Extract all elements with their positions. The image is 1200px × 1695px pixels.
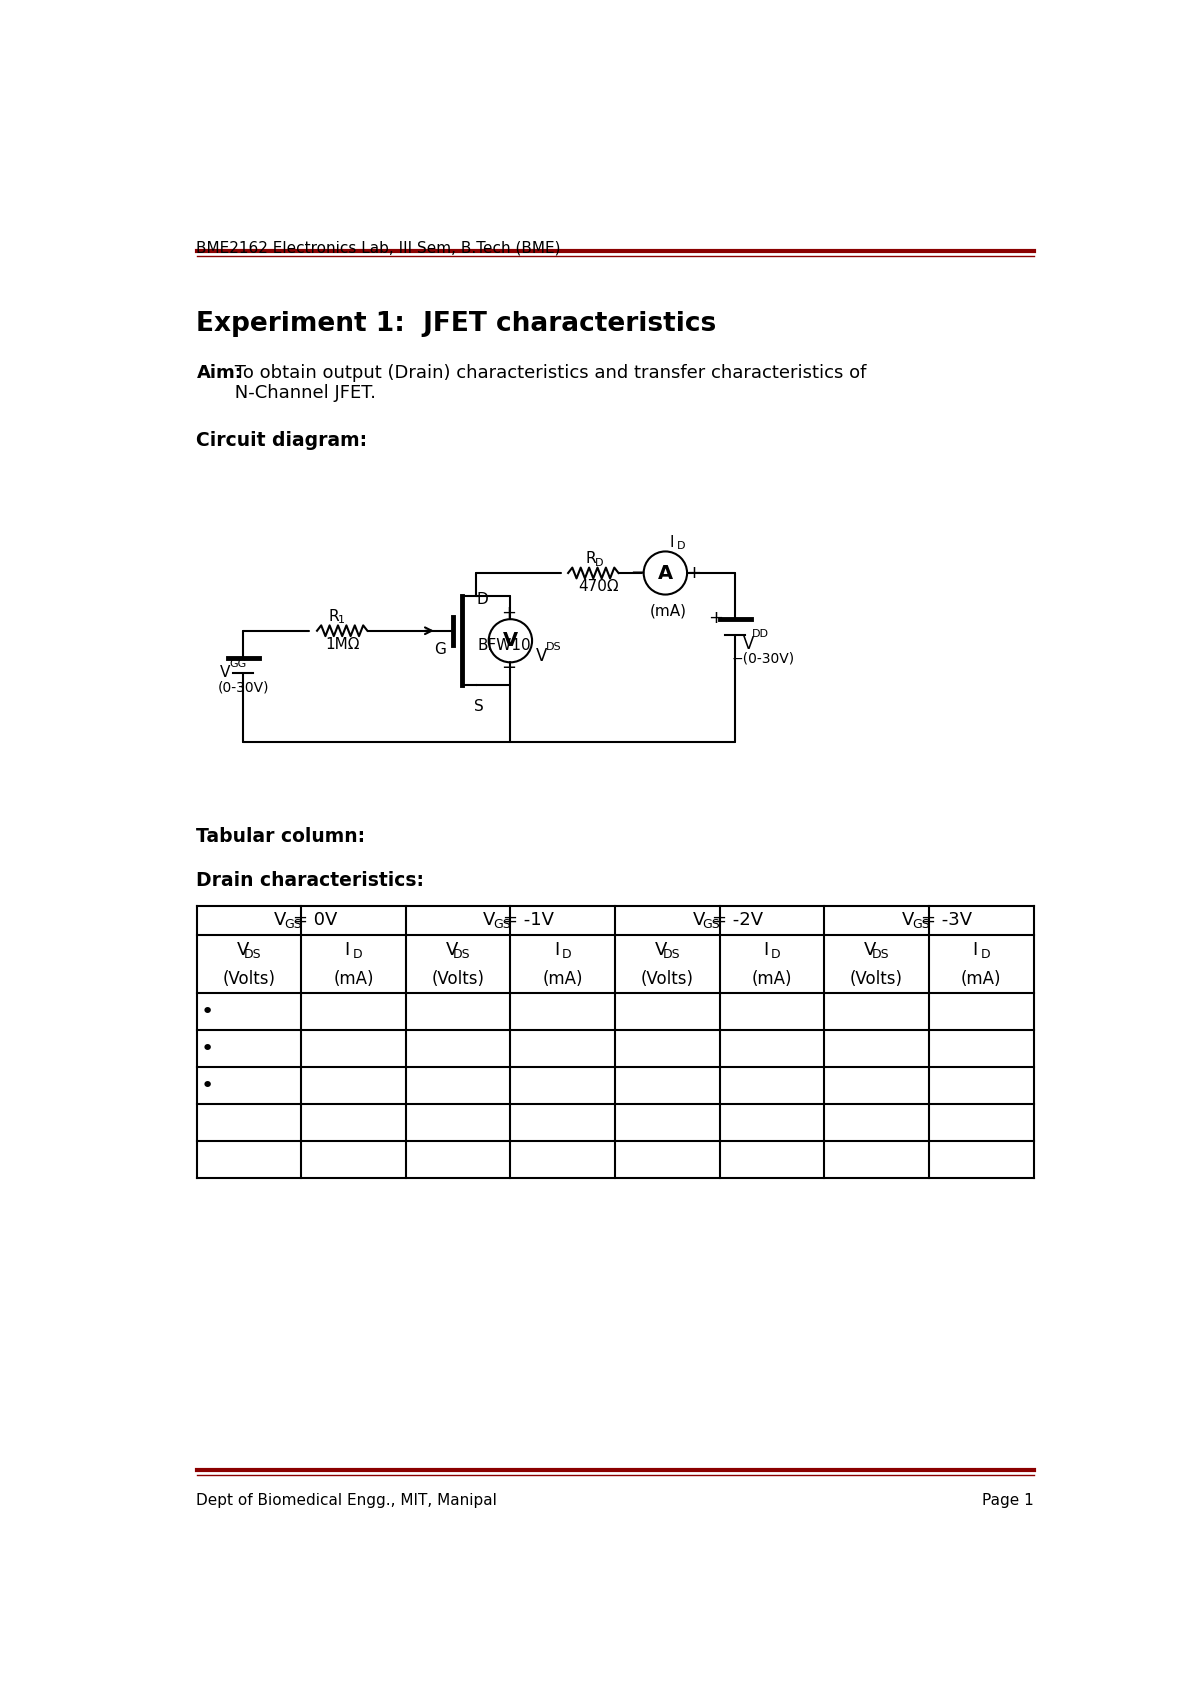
Text: I: I (344, 941, 350, 959)
Text: 1MΩ: 1MΩ (325, 637, 360, 653)
Text: Circuit diagram:: Circuit diagram: (197, 431, 367, 449)
Text: I: I (554, 941, 559, 959)
Text: D: D (772, 948, 781, 961)
Text: V: V (445, 941, 458, 959)
Text: (Volts): (Volts) (222, 970, 275, 988)
Text: D: D (476, 592, 488, 607)
Text: (mA): (mA) (542, 970, 583, 988)
Text: +: + (502, 603, 516, 622)
Text: DS: DS (871, 948, 889, 961)
Text: DS: DS (244, 948, 262, 961)
Text: V: V (692, 912, 704, 929)
Text: (mA): (mA) (961, 970, 1002, 988)
Text: BFW10: BFW10 (478, 639, 532, 654)
Text: DD: DD (752, 629, 769, 639)
Text: I: I (972, 941, 978, 959)
Text: D: D (595, 558, 604, 568)
Text: To obtain output (Drain) characteristics and transfer characteristics of
 N-Chan: To obtain output (Drain) characteristics… (229, 363, 866, 402)
Text: GS: GS (912, 919, 930, 931)
Text: S: S (474, 698, 484, 714)
Text: V: V (536, 647, 547, 664)
Text: Page 1: Page 1 (982, 1493, 1033, 1509)
Text: GS: GS (702, 919, 720, 931)
Text: R: R (329, 609, 338, 624)
Text: +: + (708, 609, 724, 627)
Text: = -3V: = -3V (922, 912, 972, 929)
Text: V: V (864, 941, 876, 959)
Text: I: I (670, 534, 673, 549)
Text: = -1V: = -1V (503, 912, 553, 929)
Text: D: D (980, 948, 990, 961)
Text: Tabular column:: Tabular column: (197, 827, 366, 846)
Text: −: − (630, 564, 646, 581)
Text: V: V (655, 941, 667, 959)
Text: I: I (763, 941, 768, 959)
Text: V: V (236, 941, 248, 959)
Text: (0-30V): (0-30V) (217, 681, 269, 695)
Text: V: V (220, 666, 230, 680)
Text: Experiment 1:  JFET characteristics: Experiment 1: JFET characteristics (197, 312, 716, 337)
Text: •: • (200, 1002, 214, 1022)
Text: V: V (503, 631, 518, 651)
Text: V: V (484, 912, 496, 929)
Text: = -2V: = -2V (712, 912, 763, 929)
Text: GS: GS (493, 919, 511, 931)
Text: R: R (586, 551, 596, 566)
Text: 1: 1 (338, 615, 346, 625)
Text: = 0V: = 0V (293, 912, 337, 929)
Text: 470Ω: 470Ω (578, 580, 618, 595)
Text: D: D (562, 948, 571, 961)
Text: −(0-30V): −(0-30V) (731, 651, 794, 666)
Text: Aim:: Aim: (197, 363, 242, 381)
Text: DS: DS (662, 948, 680, 961)
Text: DS: DS (454, 948, 470, 961)
Text: V: V (901, 912, 914, 929)
Text: +: + (685, 564, 701, 581)
Text: DS: DS (546, 642, 562, 653)
Text: A: A (658, 563, 673, 583)
Text: GS: GS (284, 919, 302, 931)
Text: •: • (200, 1076, 214, 1097)
Text: (mA): (mA) (334, 970, 373, 988)
Text: (mA): (mA) (650, 603, 686, 619)
Text: (Volts): (Volts) (850, 970, 904, 988)
Text: (Volts): (Volts) (432, 970, 485, 988)
Text: Drain characteristics:: Drain characteristics: (197, 871, 425, 890)
Text: (mA): (mA) (751, 970, 792, 988)
Text: Dept of Biomedical Engg., MIT, Manipal: Dept of Biomedical Engg., MIT, Manipal (197, 1493, 497, 1509)
Text: D: D (677, 541, 685, 551)
Text: V: V (743, 634, 755, 653)
Text: BME2162 Electronics Lab, III Sem, B.Tech (BME): BME2162 Electronics Lab, III Sem, B.Tech… (197, 241, 562, 256)
Text: GG: GG (230, 659, 247, 670)
Text: D: D (353, 948, 362, 961)
Text: •: • (200, 1039, 214, 1059)
Text: G: G (433, 642, 445, 658)
Text: (Volts): (Volts) (641, 970, 694, 988)
Text: V: V (274, 912, 287, 929)
Text: −: − (502, 659, 516, 678)
